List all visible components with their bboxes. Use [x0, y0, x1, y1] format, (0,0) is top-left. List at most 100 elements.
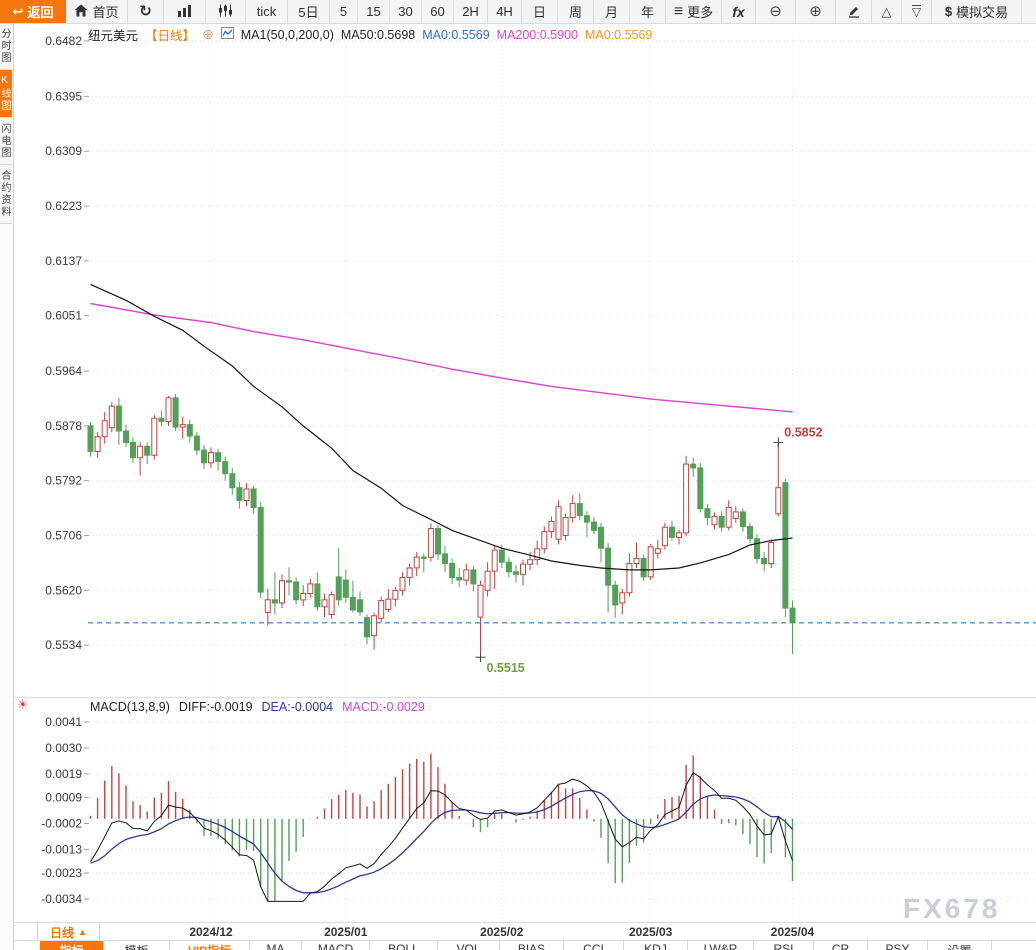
macd-legend-item-2: DEA:-0.0004	[261, 700, 334, 714]
sidebar-item-time-chart[interactable]: 分时图	[0, 23, 12, 70]
candle	[562, 517, 569, 536]
candle	[123, 430, 129, 443]
candle	[704, 508, 711, 519]
candle	[264, 599, 271, 613]
tab-psy[interactable]: PSY	[868, 941, 928, 950]
interval-30-button[interactable]: 30	[390, 0, 422, 23]
sidebar-item-contract-info[interactable]: 合约资料	[0, 165, 12, 224]
back-button[interactable]: ↩ 返回	[0, 0, 66, 23]
svg-text:0.5964: 0.5964	[45, 364, 82, 378]
candle	[165, 397, 172, 422]
zoom-out-button[interactable]: ⊖	[756, 0, 796, 23]
candle	[598, 526, 604, 549]
candle	[661, 526, 668, 547]
interval-4h-button[interactable]: 4H	[488, 0, 522, 23]
svg-text:0.0019: 0.0019	[45, 767, 82, 781]
candle	[768, 542, 775, 564]
interval-60-button[interactable]: 60	[422, 0, 454, 23]
period-selector[interactable]: 日线 ▲	[37, 923, 100, 941]
interval-15-button[interactable]: 15	[358, 0, 390, 23]
interval-5-button[interactable]: 5	[330, 0, 358, 23]
candle	[626, 563, 633, 594]
candles-icon	[218, 4, 233, 19]
tab-macd[interactable]: MACD	[302, 941, 370, 950]
chevron-up-icon: ▲	[78, 927, 87, 937]
home-button[interactable]: 首页	[66, 0, 128, 23]
candle	[491, 549, 498, 572]
interval-week-button-label: 周	[568, 5, 582, 20]
candle	[647, 546, 654, 578]
interval-week-button[interactable]: 周	[558, 0, 594, 23]
tab-indicators[interactable]: 指标	[40, 941, 104, 950]
pencil-icon	[847, 4, 861, 20]
chart-type-button[interactable]	[164, 0, 206, 23]
sim-trading-button[interactable]: $ 模拟交易	[932, 0, 1022, 23]
tab-cr[interactable]: CR	[814, 941, 868, 950]
refresh-icon: ↻	[139, 3, 152, 20]
candle	[676, 532, 682, 538]
price-chart-legend: 纽元美元 【日线】 ⊕ MA1(50,0,200,0) MA50:0.5698 MA0:0…	[88, 25, 652, 44]
interval-2h-button[interactable]: 2H	[454, 0, 488, 23]
tab-vol[interactable]: VOL	[438, 941, 500, 950]
sidebar-item-lightning-chart[interactable]: 闪电图	[0, 118, 12, 165]
tab-templates[interactable]: 模板	[104, 941, 170, 950]
candle	[420, 556, 427, 559]
svg-text:0.6395: 0.6395	[45, 89, 82, 103]
interval-tick-button[interactable]: tick	[246, 0, 288, 23]
tab-boll[interactable]: BOLL	[370, 941, 438, 950]
candle	[243, 488, 250, 501]
circle-plus-icon[interactable]: ⊕	[202, 26, 214, 42]
refresh-button[interactable]: ↻	[128, 0, 164, 23]
candle	[612, 584, 619, 606]
zoom-in-button[interactable]: ⊕	[796, 0, 836, 23]
price-grid: 0.6482 0.6395 0.6309 0.6223 0.6137 0.6051 0.59…	[45, 33, 1036, 697]
sidebar-item-kline-chart[interactable]: K线图	[0, 70, 12, 118]
tab-vip-indicators[interactable]: VIP指标	[170, 941, 250, 950]
candle-settings-button[interactable]	[206, 0, 246, 23]
tab-lwr[interactable]: LW&R	[688, 941, 754, 950]
candle	[279, 580, 285, 604]
interval-5d-button[interactable]: 5日	[288, 0, 330, 23]
candle	[576, 503, 583, 517]
triangle-up-button[interactable]: △	[872, 0, 902, 23]
candle	[775, 487, 782, 515]
tab-kdj[interactable]: KDJ	[624, 941, 688, 950]
indicator-settings-icon[interactable]: ☀	[17, 697, 29, 712]
interval-60-button-label: 60	[430, 4, 445, 19]
tab-bias[interactable]: BIAS	[500, 941, 564, 950]
interval-day-button[interactable]: 日	[522, 0, 558, 23]
draw-button[interactable]	[836, 0, 872, 23]
candle	[208, 452, 214, 464]
period-label: 日线	[50, 925, 75, 940]
interval-30-button-label: 30	[398, 4, 413, 19]
candle	[548, 520, 555, 533]
interval-month-button[interactable]: 月	[594, 0, 630, 23]
candle	[335, 576, 342, 601]
price-legend-item-1: 【日线】	[145, 29, 196, 43]
tab-ma[interactable]: MA	[250, 941, 302, 950]
interval-tick-button-label: tick	[256, 4, 277, 19]
price-legend-item-5: MA50:0.5698	[340, 27, 416, 42]
dollar-icon: $	[944, 4, 953, 19]
svg-text:0.6137: 0.6137	[45, 254, 82, 268]
price-legend-item-6: MA0:0.5569	[422, 27, 490, 42]
mini-chart-icon[interactable]	[220, 27, 234, 42]
candle	[151, 417, 158, 456]
tab-cci[interactable]: CCI	[564, 941, 624, 950]
interval-year-button[interactable]: 年	[630, 0, 666, 23]
svg-text:0.6051: 0.6051	[45, 309, 82, 323]
more-button[interactable]: ≡ 更多	[666, 0, 722, 23]
candle	[172, 397, 179, 428]
svg-text:0.6223: 0.6223	[45, 199, 82, 213]
triangle-down-button[interactable]: ▽	[902, 0, 932, 23]
candle	[250, 488, 257, 508]
price-chart[interactable]: 0.6482 0.6395 0.6309 0.6223 0.6137 0.6051 0.59…	[13, 23, 1036, 697]
tab-settings[interactable]: 设置	[928, 941, 992, 950]
macd-chart[interactable]: 0.0041 0.0030 0.0019 0.0009 -0.0002 -0.0013 -0…	[13, 697, 1036, 923]
fx-indicators-button[interactable]: fx	[722, 0, 756, 23]
candle	[201, 449, 207, 464]
tab-rsi[interactable]: RSI	[754, 941, 814, 950]
candle	[591, 521, 597, 531]
x-axis-label-2: 2025/02	[480, 925, 524, 939]
